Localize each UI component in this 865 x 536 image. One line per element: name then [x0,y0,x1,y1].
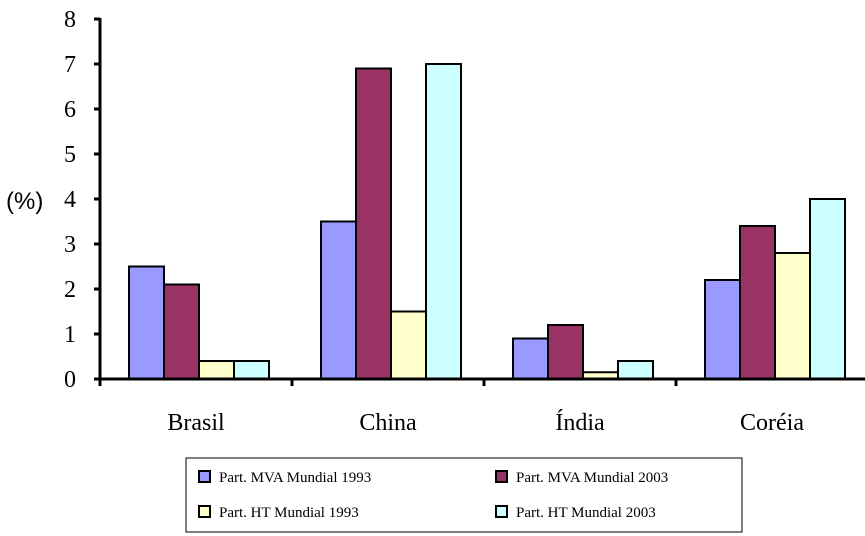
legend-box [185,457,743,533]
category-label: China [359,410,417,436]
bar-brasil-series-3 [198,360,235,380]
bar-coréia-series-1 [704,279,741,380]
y-ticks-group: 0 1 2 3 4 5 6 7 8 [64,7,100,393]
category-label: Brasil [167,410,225,436]
bar-brasil-series-2 [163,283,200,380]
y-tick-label: 4 [64,187,76,213]
legend-entry: Part. MVA Mundial 1993 [219,470,371,486]
legend-entry: Part. HT Mundial 1993 [219,505,359,521]
legend-swatch [198,505,211,518]
category-label: Coréia [740,410,804,436]
y-tick-label: 7 [64,52,76,78]
category-labels-group: Brasil China Índia Coréia [167,410,804,436]
legend-swatch [198,470,211,483]
y-tick-label: 1 [64,322,76,348]
y-tick-label: 0 [64,367,76,393]
bar-coréia-series-3 [774,252,811,380]
bar-índia-series-1 [512,337,549,380]
bar-china-series-4 [425,63,462,380]
y-tick-label: 2 [64,277,76,303]
y-tick-label: 3 [64,232,76,258]
bar-índia-series-2 [547,324,584,380]
bar-china-series-1 [320,220,357,380]
bar-china-series-2 [355,67,392,380]
x-ticks-group [98,379,678,386]
bars-group [128,63,846,380]
y-axis-label: (%) [6,188,43,215]
category-label: Índia [555,410,605,436]
y-tick-label: 5 [64,142,76,168]
bar-brasil-series-1 [128,265,165,380]
legend-swatch [495,470,508,483]
legend: Part. MVA Mundial 1993 Part. MVA Mundial … [198,470,668,521]
bar-china-series-3 [390,310,427,380]
y-tick-label: 6 [64,97,76,123]
bar-coréia-series-4 [809,198,846,380]
legend-entry: Part. HT Mundial 2003 [516,505,656,521]
bar-índia-series-4 [617,360,654,380]
bar-brasil-series-4 [233,360,270,380]
legend-swatch [495,505,508,518]
y-tick-label: 8 [64,7,76,33]
legend-entry: Part. MVA Mundial 2003 [516,470,668,486]
bar-coréia-series-2 [739,225,776,380]
